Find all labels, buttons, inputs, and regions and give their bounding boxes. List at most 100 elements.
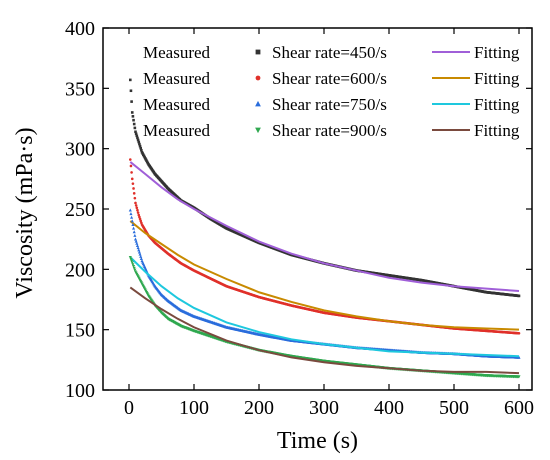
fitting-line [129, 256, 520, 358]
legend-marker [255, 100, 261, 107]
measured-point [136, 208, 139, 212]
legend: Measured Shear rate=450/s Fitting Measured S… [143, 43, 520, 140]
measured-point [129, 212, 133, 216]
measured-point [137, 250, 141, 254]
legend-measured-label: Measured [143, 43, 211, 62]
measured-point [132, 118, 135, 122]
measured-point [136, 138, 140, 142]
measured-point [129, 158, 132, 161]
legend-marker [255, 75, 261, 81]
x-tick-label: 200 [244, 397, 274, 419]
measured-point [129, 164, 133, 168]
legend-series-name: Shear rate=750/s [272, 95, 387, 114]
x-tick-label: 400 [374, 397, 404, 419]
measured-point [130, 215, 134, 219]
measured-point [138, 142, 141, 146]
axes: 0 100 200 300 400 500 600 100 150 200 250 300 350 400 [65, 18, 534, 419]
y-tick-label: 350 [65, 78, 95, 100]
plot-area [128, 78, 521, 379]
measured-point [130, 171, 133, 174]
measured-point [517, 355, 521, 359]
legend-row-3: Measured Shear rate=750/s Fitting [143, 95, 520, 114]
legend-measured-label: Measured [143, 121, 211, 140]
legend-marker [255, 127, 261, 134]
measured-point [136, 246, 140, 250]
measured-point [134, 201, 137, 205]
x-tick-label: 0 [124, 397, 134, 419]
measured-point [133, 126, 137, 130]
measured-point [137, 140, 141, 144]
y-tick-label: 300 [65, 139, 95, 161]
measured-point [138, 144, 142, 148]
measured-point [131, 226, 136, 230]
measured-point [139, 254, 143, 258]
measured-point [139, 146, 142, 150]
legend-row-1: Measured Shear rate=450/s Fitting [143, 43, 520, 62]
measured-point [517, 331, 521, 335]
y-tick-label: 150 [65, 320, 95, 342]
measured-point [136, 136, 139, 140]
measured-point [129, 78, 132, 82]
series-3 [128, 208, 521, 359]
legend-measured-label: Measured [143, 95, 211, 114]
legend-fit-label: Fitting [474, 121, 520, 140]
legend-series-name: Shear rate=600/s [272, 69, 387, 88]
measured-point [131, 265, 136, 269]
measured-point [135, 134, 139, 138]
measured-point [132, 192, 136, 195]
series-1 [129, 78, 521, 298]
legend-row-2: Measured Shear rate=600/s Fitting [143, 69, 520, 88]
measured-point [134, 239, 138, 243]
y-tick-label: 250 [65, 199, 95, 221]
x-tick-label: 100 [179, 397, 209, 419]
measured-point [129, 257, 133, 261]
legend-fit-label: Fitting [474, 95, 520, 114]
y-tick-label: 400 [65, 18, 95, 40]
legend-marker [255, 49, 261, 55]
x-tick-label: 500 [439, 397, 469, 419]
measured-point [128, 255, 132, 259]
measured-point [135, 241, 139, 245]
measured-point [130, 259, 134, 263]
fitting-line [129, 161, 520, 293]
measured-point [134, 204, 138, 207]
legend-series-name: Shear rate=900/s [272, 121, 387, 140]
series-2 [129, 158, 521, 335]
measured-point [134, 132, 138, 136]
measured-point [131, 222, 135, 226]
y-tick-label: 200 [65, 259, 95, 281]
series-4 [128, 255, 521, 379]
measured-point [131, 182, 135, 185]
measured-point [136, 211, 140, 214]
measured-point [131, 115, 135, 118]
measured-point [133, 268, 137, 272]
measured-point [517, 375, 521, 379]
measured-point [130, 261, 134, 265]
measured-point [133, 233, 137, 237]
measured-point [134, 130, 137, 134]
measured-point [135, 243, 140, 247]
measured-point [130, 177, 134, 181]
measured-point [131, 263, 135, 267]
measured-point [138, 252, 142, 256]
measured-point [137, 248, 141, 252]
measured-point [140, 148, 143, 152]
measured-point [133, 196, 137, 200]
y-tick-label: 100 [65, 380, 95, 402]
measured-point [132, 266, 136, 270]
legend-row-4: Measured Shear rate=900/s Fitting [143, 121, 520, 140]
measured-point [130, 111, 134, 114]
measured-point [517, 294, 521, 298]
x-axis-title: Time (s) [277, 428, 358, 454]
measured-point [130, 219, 134, 223]
measured-point [133, 237, 138, 241]
measured-point [132, 230, 136, 234]
measured-point [128, 208, 132, 212]
legend-fit-label: Fitting [474, 43, 520, 62]
measured-point [129, 89, 133, 93]
measured-point [139, 257, 143, 261]
fitting-line [129, 220, 520, 331]
legend-measured-label: Measured [143, 69, 211, 88]
measured-point [130, 100, 133, 103]
x-tick-label: 300 [309, 397, 339, 419]
